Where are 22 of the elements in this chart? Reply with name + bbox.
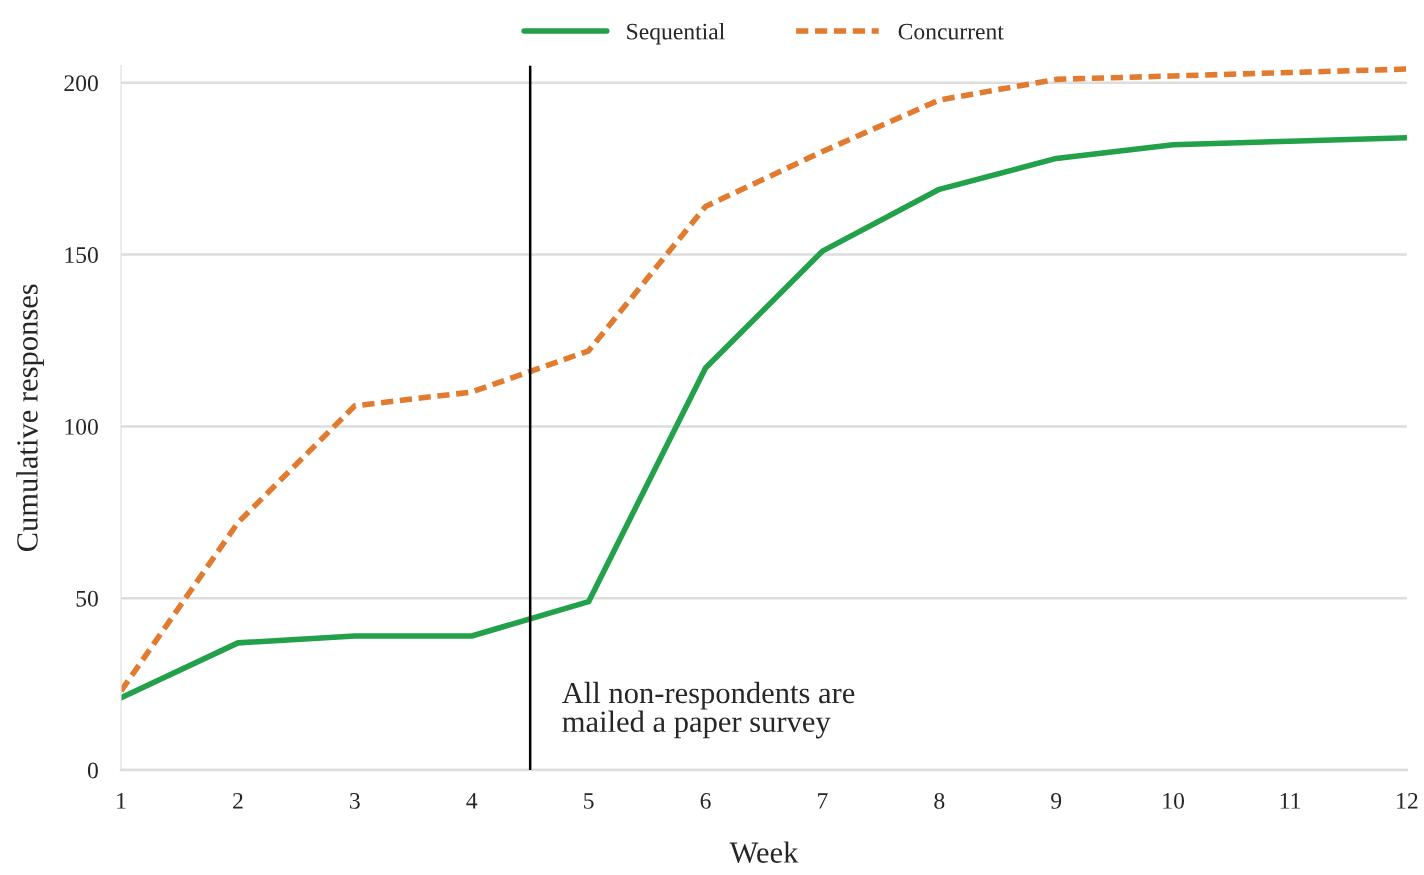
y-tick-label: 100 <box>65 418 98 435</box>
x-tick-label: 9 <box>1051 792 1062 809</box>
x-axis-title: Week <box>729 841 799 864</box>
x-tick-label: 12 <box>1397 792 1418 809</box>
ref-line-label: All non-respondents are mailed a paper survey <box>562 681 855 739</box>
y-axis-title: Cumulative responses <box>16 284 44 552</box>
y-tick-label: 200 <box>64 75 98 92</box>
x-tick-label: 11 <box>1280 793 1300 809</box>
x-tick-label: 1 <box>117 793 126 809</box>
x-tick-label: 2 <box>233 792 243 809</box>
x-tick-label: 4 <box>466 793 478 809</box>
y-tick-label: 50 <box>76 590 98 607</box>
x-tick-label: 7 <box>818 793 828 809</box>
y-tick-label: 0 <box>87 762 98 779</box>
x-tick-label: 5 <box>584 793 594 809</box>
x-tick-label: 3 <box>350 792 360 809</box>
y-tick-label: 150 <box>65 247 98 264</box>
legend-label: Concurrent <box>898 23 1004 40</box>
x-tick-label: 6 <box>700 792 711 809</box>
x-tick-label: 8 <box>934 792 945 809</box>
x-tick-label: 10 <box>1163 792 1185 809</box>
legend-label: Sequential <box>627 22 725 45</box>
